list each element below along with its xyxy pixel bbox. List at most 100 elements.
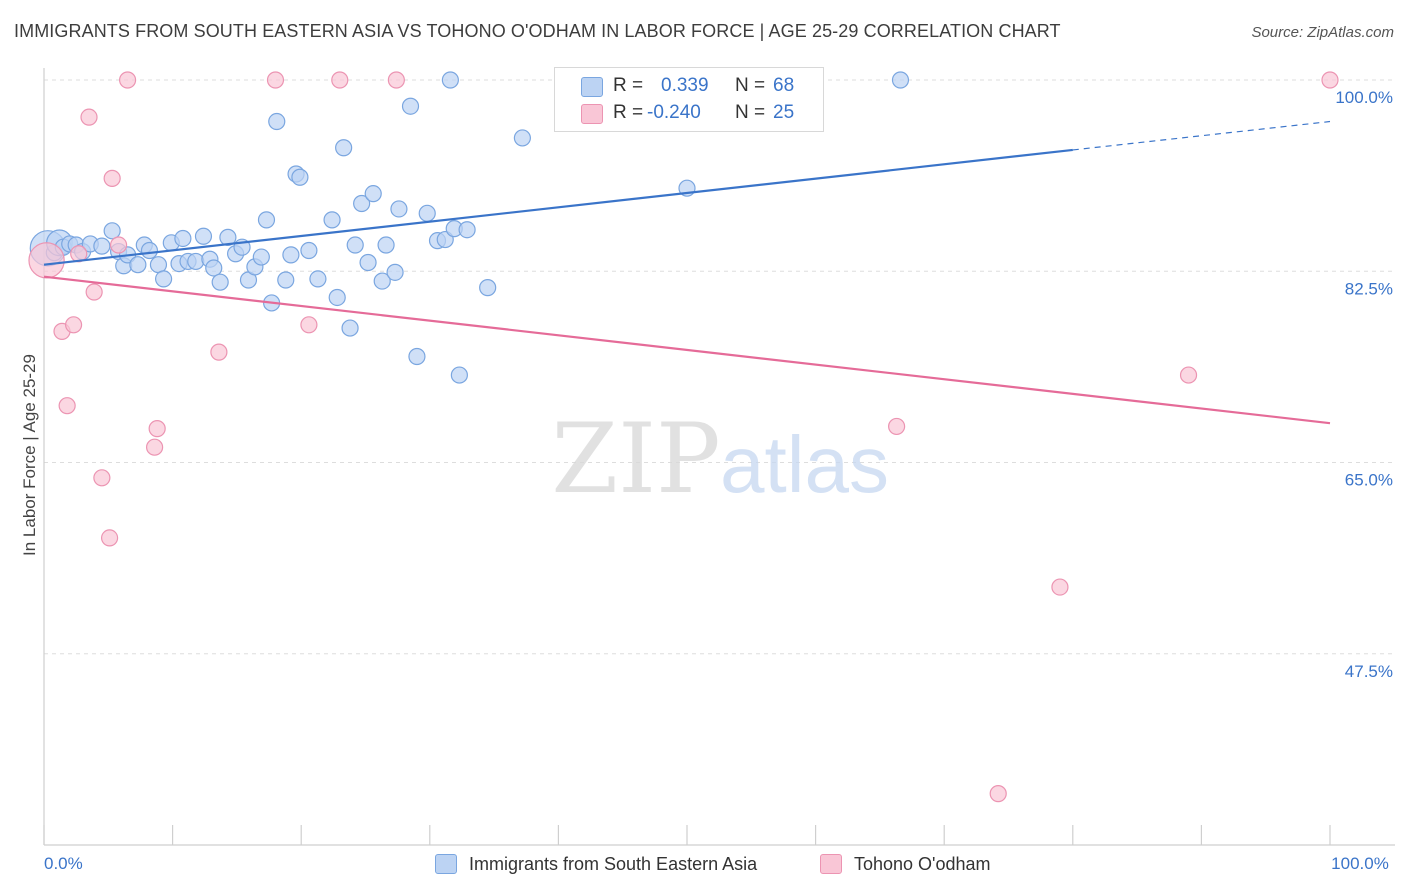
point-tohono	[118, 71, 137, 89]
x-tick-label: 100.0%	[1331, 854, 1389, 873]
point-immigrants	[291, 168, 309, 186]
point-immigrants	[458, 221, 476, 239]
point-tohono	[100, 529, 119, 547]
point-immigrants	[418, 204, 436, 222]
point-immigrants	[300, 241, 318, 260]
point-tohono	[64, 316, 83, 334]
stats-n-value: 25	[773, 102, 795, 123]
trend-line	[43, 275, 1331, 425]
point-immigrants	[187, 252, 205, 271]
y-tick-label: 100.0%	[1335, 88, 1393, 107]
point-immigrants	[479, 279, 497, 297]
point-immigrants	[364, 185, 382, 203]
point-immigrants	[353, 194, 371, 213]
point-immigrants	[386, 263, 404, 281]
watermark-atlas: atlas	[720, 420, 889, 509]
point-tohono	[888, 417, 906, 436]
y-tick-label: 65.0%	[1345, 471, 1393, 490]
point-immigrants	[450, 366, 468, 384]
point-immigrants	[194, 227, 213, 245]
trend-layer	[43, 120, 1331, 425]
y-tick-label: 82.5%	[1345, 279, 1393, 298]
point-immigrants	[154, 270, 173, 288]
grid-layer	[44, 79, 1395, 655]
point-immigrants	[441, 71, 459, 89]
point-tohono	[1179, 366, 1198, 384]
point-tohono	[58, 397, 76, 415]
point-immigrants	[309, 270, 327, 288]
point-tohono	[148, 420, 166, 438]
point-immigrants	[390, 200, 408, 218]
point-immigrants	[282, 246, 300, 264]
y-tick-label: 47.5%	[1345, 662, 1393, 681]
point-tohono	[80, 108, 98, 126]
point-tohono	[1051, 578, 1069, 596]
stats-swatch-pink	[581, 104, 603, 124]
stats-r-value: -0.240	[647, 102, 701, 123]
legend-item-tohono[interactable]: Tohono O'odham	[820, 852, 991, 876]
point-immigrants	[205, 259, 223, 277]
point-immigrants	[211, 273, 229, 291]
legend-label: Tohono O'odham	[854, 853, 991, 874]
legend-swatch-blue	[435, 854, 457, 874]
point-tohono	[210, 343, 228, 361]
point-tohono	[145, 438, 164, 456]
legend-swatch-pink	[820, 854, 842, 874]
stats-r-label: R =	[613, 102, 644, 123]
point-immigrants	[513, 129, 531, 147]
point-immigrants	[377, 236, 395, 254]
trend-line-extension	[1072, 120, 1331, 151]
watermark-zip: ZIP	[551, 403, 720, 515]
x-tick-label: 0.0%	[44, 854, 83, 873]
point-tohono	[28, 242, 65, 279]
chart-title: IMMIGRANTS FROM SOUTH EASTERN ASIA VS TO…	[14, 21, 1061, 41]
point-tohono	[989, 785, 1007, 803]
point-immigrants	[341, 319, 359, 337]
point-immigrants	[93, 237, 111, 255]
point-immigrants	[359, 253, 377, 272]
stats-swatch-blue	[581, 77, 603, 97]
point-immigrants	[346, 236, 364, 254]
points-layer	[28, 71, 1339, 803]
stats-n-label: N =	[735, 75, 766, 96]
axis-layer	[43, 68, 1395, 846]
point-tohono	[109, 236, 128, 254]
point-tohono	[93, 469, 111, 487]
point-tohono	[300, 316, 318, 334]
stats-r-label: R =	[613, 75, 644, 96]
point-tohono	[387, 71, 405, 89]
point-tohono	[85, 283, 103, 301]
point-immigrants	[103, 222, 121, 240]
legend-item-immigrants[interactable]: Immigrants from South Eastern Asia	[435, 852, 757, 876]
point-immigrants	[323, 211, 341, 229]
point-immigrants	[219, 228, 237, 246]
point-immigrants	[328, 288, 346, 307]
point-immigrants	[129, 256, 147, 274]
tick-label-layer: 100.0% 82.5% 65.0% 47.5% 0.0% 100.0%	[44, 88, 1393, 873]
point-tohono	[266, 71, 285, 89]
point-immigrants	[277, 271, 295, 289]
point-tohono	[103, 169, 121, 187]
point-immigrants	[268, 112, 286, 131]
point-immigrants	[140, 241, 159, 260]
point-tohono	[331, 71, 349, 89]
watermark: ZIP atlas	[551, 403, 889, 515]
stats-n-value: 68	[773, 75, 795, 96]
point-immigrants	[257, 211, 276, 229]
point-immigrants	[335, 139, 353, 157]
point-immigrants	[373, 272, 391, 290]
legend-label: Immigrants from South Eastern Asia	[469, 853, 758, 874]
stats-n-label: N =	[735, 102, 766, 123]
point-immigrants	[252, 248, 270, 266]
stats-box: R = 0.339 N = 68 R = -0.240 N = 25	[554, 67, 824, 132]
point-immigrants	[401, 97, 420, 115]
stats-r-value: 0.339	[661, 75, 709, 96]
point-immigrants	[891, 71, 910, 89]
point-immigrants	[408, 347, 426, 366]
point-tohono	[1321, 71, 1339, 89]
point-immigrants	[149, 256, 168, 274]
point-immigrants	[174, 229, 192, 248]
source-credit: Source: ZipAtlas.com	[1251, 24, 1394, 41]
trend-line	[43, 148, 1073, 266]
